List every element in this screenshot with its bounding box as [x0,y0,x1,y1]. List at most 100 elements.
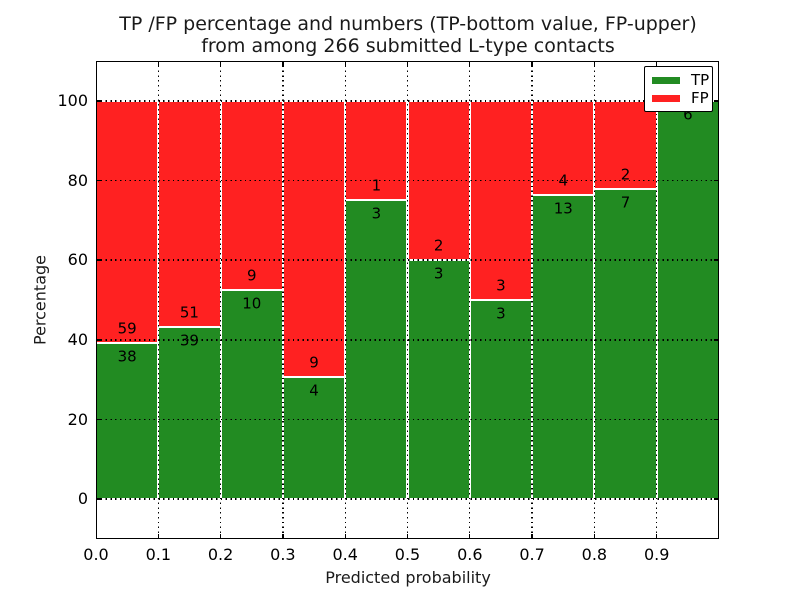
fp-count-label: 9 [246,266,257,285]
bar-segment-tp [407,260,470,500]
x-axis-tick [282,534,284,539]
bar-segment-tp [656,100,719,500]
chart-title: TP /FP percentage and numbers (TP-bottom… [96,13,720,57]
x-axis-tick [219,534,222,539]
x-tick-label: 0.2 [207,545,234,564]
y-axis-tick-right [714,498,719,500]
x-axis-label: Predicted probability [325,568,491,587]
x-axis-tick-top [593,61,596,66]
y-axis-tick [96,179,101,182]
x-axis-tick-top [157,61,159,66]
tp-count-label: 13 [553,199,573,218]
y-axis-tick-right [714,179,719,182]
fp-count-label: 51 [179,303,199,322]
gridline-vertical [469,61,471,539]
chart-title-line-2: from among 266 submitted L-type contacts [201,35,615,57]
fp-count-label: 4 [558,171,569,190]
fp-count-label: 2 [620,165,631,184]
x-axis-tick [656,534,658,539]
x-tick-label: 0.5 [394,545,421,564]
fp-count-label: 9 [309,353,319,372]
x-tick-label: 0.7 [519,545,545,564]
legend-item-fp: FP [652,89,709,107]
tp-count-label: 6 [683,105,693,124]
x-tick-label: 0.9 [643,545,670,564]
y-axis-tick [96,100,101,102]
x-axis-tick [469,534,471,539]
bar-segment-tp [96,343,159,500]
gridline-vertical [656,61,658,539]
x-axis-tick [344,534,346,539]
tp-count-label: 3 [371,204,382,223]
y-tick-label: 20 [67,409,88,429]
x-axis-tick [593,534,596,539]
y-tick-label: 0 [77,489,88,509]
y-axis-tick [96,339,101,341]
x-tick-label: 0.1 [145,545,172,564]
y-axis-tick [96,418,101,421]
x-axis-tick-top [469,61,471,66]
legend: TP FP [644,66,713,112]
y-axis-tick-right [714,100,719,102]
y-tick-label: 40 [67,329,88,349]
bar-segment-tp [532,194,595,500]
y-tick-label: 100 [57,90,88,110]
tp-color-swatch-icon [652,76,680,84]
gridline-vertical [219,61,222,539]
gridline-vertical [406,61,409,539]
fp-count-label: 59 [117,319,137,338]
bar-segment-tp [469,300,533,500]
x-axis-tick [406,534,409,539]
x-axis-tick-top [406,61,409,66]
legend-label-fp: FP [691,88,709,107]
gridline-vertical [282,61,284,539]
x-tick-label: 0.8 [581,545,608,564]
bar-segment-tp [594,189,657,500]
y-axis-tick [96,498,101,500]
tp-count-label: 3 [433,264,444,283]
fp-count-label: 2 [433,236,444,255]
x-tick-label: 0.6 [457,545,483,564]
fp-count-label: 1 [371,176,382,195]
y-axis-tick-right [714,259,719,261]
legend-label-tp: TP [691,70,710,89]
bar-segment-fp [469,100,533,300]
plot-area: 59 38 51 39 9 10 9 4 1 3 2 3 3 3 4 13 2 7 6 [96,61,719,539]
x-axis-tick [96,534,97,539]
tp-count-label: 7 [620,193,631,212]
bar-segment-tp [158,326,221,500]
legend-item-tp: TP [652,71,709,89]
tp-count-label: 3 [496,304,506,323]
bar-segment-fp [158,100,221,327]
x-axis-tick-top [282,61,284,66]
gridline-vertical [593,61,596,539]
tp-count-label: 4 [309,381,319,400]
y-tick-label: 60 [67,250,88,270]
bar-segment-tp [220,289,283,500]
x-axis-tick-top [219,61,222,66]
x-axis-tick-top [531,61,533,66]
gridline-vertical [531,61,533,539]
y-axis-tick-right [714,418,719,421]
bar-segment-tp [345,200,408,500]
bar-segment-fp [345,100,408,201]
x-tick-label: 0.0 [83,545,109,564]
y-tick-label: 80 [67,170,88,190]
x-axis-tick-top [96,61,97,66]
x-axis-tick [157,534,159,539]
bar-segment-fp [96,100,159,344]
tp-count-label: 10 [242,294,262,313]
x-axis-tick-top [656,61,658,66]
gridline-vertical [344,61,346,539]
bar-segment-fp [282,100,346,377]
tp-count-label: 38 [117,347,137,366]
tp-count-label: 39 [179,331,199,350]
x-tick-label: 0.3 [270,545,296,564]
y-axis-tick [96,259,101,261]
y-axis-tick-right [714,339,719,341]
x-tick-label: 0.4 [332,545,358,564]
fp-color-swatch-icon [652,94,680,102]
x-axis-tick [531,534,533,539]
gridline-vertical [157,61,159,539]
